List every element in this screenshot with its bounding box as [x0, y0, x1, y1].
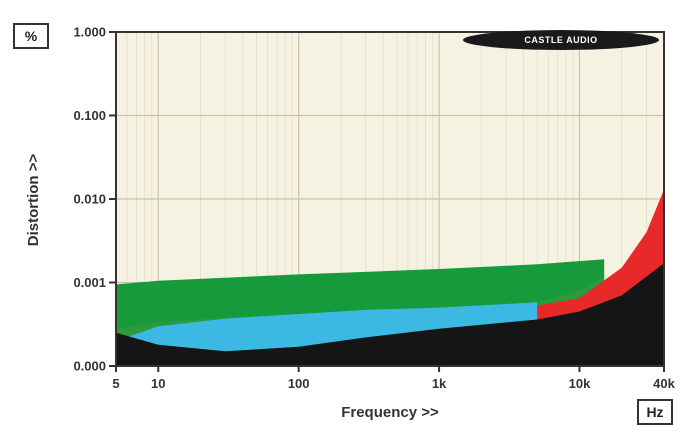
y-tick-label: 1.000 — [73, 25, 106, 40]
x-axis-title: Frequency >> — [341, 404, 439, 421]
x-tick-label: 40k — [653, 376, 675, 391]
x-tick-label: 100 — [288, 376, 310, 391]
x-tick-label: 10 — [151, 376, 165, 391]
x-tick-label: 1k — [432, 376, 447, 391]
logo-text: CASTLE AUDIO — [524, 35, 597, 45]
x-unit-box: Hz — [637, 399, 673, 425]
y-axis-ticks: 0.000 0.001 0.010 0.100 1.000 — [73, 25, 116, 374]
y-axis-title: Distortion >> — [25, 154, 42, 247]
y-unit-box: % — [13, 23, 49, 49]
series-area-5 — [116, 263, 664, 366]
y-tick-label: 0.100 — [73, 108, 106, 123]
y-tick-label: 0.010 — [73, 192, 106, 207]
x-tick-label: 10k — [569, 376, 591, 391]
brand-logo: CASTLE AUDIO — [463, 30, 659, 50]
y-tick-label: 0.000 — [73, 359, 106, 374]
y-unit-label: % — [25, 28, 38, 44]
y-tick-label: 0.001 — [73, 275, 106, 290]
series-areas — [116, 189, 664, 366]
x-tick-label: 5 — [112, 376, 119, 391]
x-unit-label: Hz — [646, 404, 663, 420]
x-axis-ticks: 5 10 100 1k 10k 40k — [112, 366, 676, 391]
